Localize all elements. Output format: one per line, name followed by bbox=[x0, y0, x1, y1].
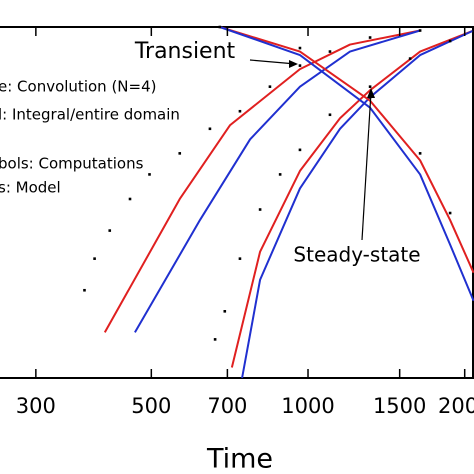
data-point bbox=[128, 197, 132, 201]
data-point bbox=[408, 57, 412, 60]
model-line bbox=[230, 29, 474, 368]
arrow-head bbox=[289, 60, 298, 68]
data-point bbox=[83, 288, 86, 292]
data-point bbox=[472, 260, 474, 264]
model-line bbox=[219, 26, 474, 302]
data-point bbox=[223, 310, 227, 313]
x-tick-label: 500 bbox=[131, 394, 171, 418]
legend-text: bols: Computations bbox=[0, 155, 144, 173]
data-point bbox=[108, 229, 112, 232]
x-axis-label: Time bbox=[206, 444, 273, 474]
data-point bbox=[278, 173, 282, 176]
arrow bbox=[249, 59, 297, 65]
model-line bbox=[134, 29, 421, 333]
legend-text: e: Convolution (N=4) bbox=[0, 78, 156, 96]
data-point bbox=[472, 29, 474, 32]
data-point bbox=[268, 85, 272, 88]
data-point bbox=[208, 127, 212, 131]
data-point bbox=[93, 257, 96, 260]
x-tick-label: 1000 bbox=[281, 394, 334, 418]
arrow bbox=[361, 91, 372, 241]
data-point bbox=[298, 46, 302, 50]
annotation: Steady-state bbox=[293, 243, 420, 267]
x-tick-label: 300 bbox=[16, 394, 56, 418]
data-point bbox=[418, 152, 422, 155]
data-point bbox=[148, 173, 151, 176]
x-tick-label: 1500 bbox=[373, 394, 426, 418]
arrow-head bbox=[367, 88, 375, 98]
model-line bbox=[219, 26, 474, 274]
x-tick-label: 700 bbox=[207, 394, 247, 418]
data-point bbox=[448, 39, 452, 43]
annotation: Transient bbox=[134, 39, 236, 64]
data-point bbox=[298, 148, 302, 152]
data-point bbox=[298, 64, 302, 67]
model-line bbox=[241, 29, 474, 379]
data-point bbox=[238, 257, 242, 260]
data-point bbox=[418, 29, 422, 32]
model-line bbox=[103, 29, 421, 333]
data-point bbox=[218, 25, 222, 29]
data-point bbox=[213, 338, 217, 341]
data-point bbox=[178, 152, 182, 155]
data-point bbox=[238, 109, 242, 113]
data-point bbox=[368, 36, 372, 39]
data-point bbox=[258, 208, 262, 211]
x-tick-label: 2000 bbox=[438, 394, 474, 418]
data-point bbox=[328, 113, 332, 117]
data-point bbox=[328, 50, 332, 53]
plot-area bbox=[83, 25, 474, 379]
data-point bbox=[368, 85, 372, 88]
legend-text: l: Integral/entire domain bbox=[0, 106, 180, 124]
data-point bbox=[448, 211, 452, 215]
legend-text: s: Model bbox=[0, 179, 61, 197]
